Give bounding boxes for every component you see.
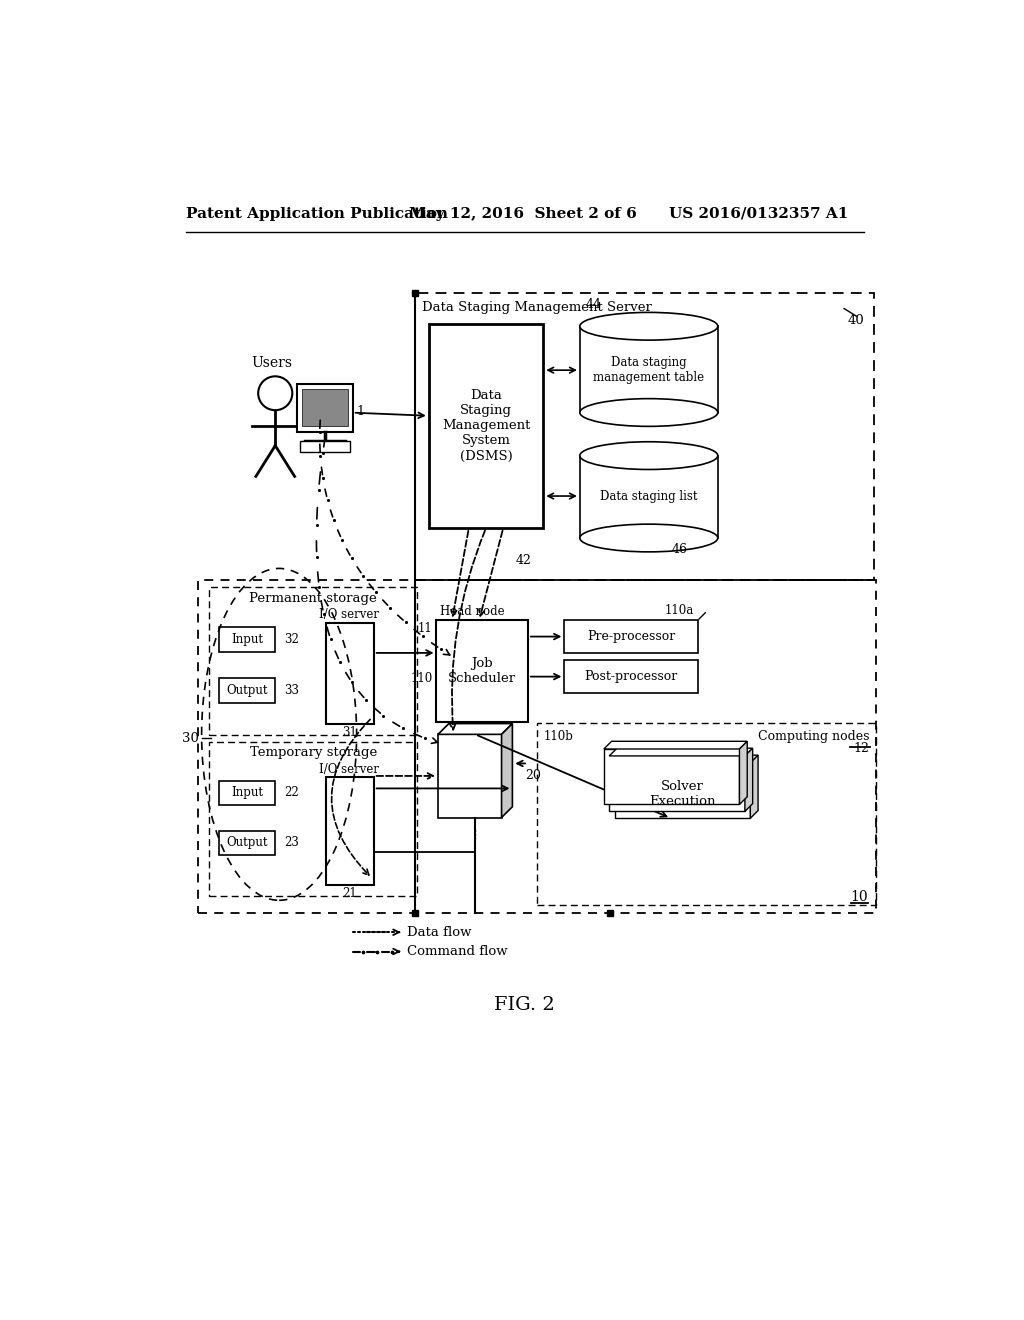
Text: 10: 10 [851, 890, 868, 904]
Text: 22: 22 [285, 787, 299, 800]
Text: Data flow: Data flow [407, 925, 471, 939]
Bar [209, 587, 417, 735]
Text: Temporary storage: Temporary storage [250, 746, 377, 759]
Text: 31: 31 [342, 726, 357, 739]
Bar [219, 780, 275, 805]
Text: 21: 21 [342, 887, 357, 900]
Text: I/O server: I/O server [318, 763, 379, 776]
Bar [564, 620, 697, 653]
Text: 12: 12 [854, 742, 869, 755]
Bar [326, 623, 374, 723]
Polygon shape [502, 723, 512, 817]
Text: Users: Users [251, 356, 292, 370]
Ellipse shape [580, 399, 718, 426]
Bar [412, 909, 418, 916]
Bar [219, 627, 275, 652]
Text: Permanent storage: Permanent storage [250, 591, 377, 605]
Text: Data
Staging
Management
System
(DSMS): Data Staging Management System (DSMS) [442, 389, 530, 462]
Text: 33: 33 [285, 684, 300, 697]
Text: US 2016/0132357 A1: US 2016/0132357 A1 [669, 207, 848, 220]
Text: 32: 32 [285, 634, 299, 647]
Text: May 12, 2016  Sheet 2 of 6: May 12, 2016 Sheet 2 of 6 [409, 207, 636, 220]
Bar [198, 581, 876, 913]
Text: Post-processor: Post-processor [585, 671, 678, 684]
Bar [609, 756, 744, 812]
Ellipse shape [580, 442, 718, 470]
Text: 40: 40 [848, 314, 864, 326]
Text: 23: 23 [285, 837, 299, 850]
Text: FIG. 2: FIG. 2 [495, 997, 555, 1014]
Text: 110a: 110a [665, 605, 693, 618]
Bar [607, 909, 613, 916]
Text: 110b: 110b [544, 730, 573, 743]
Ellipse shape [580, 524, 718, 552]
Text: Output: Output [226, 684, 268, 697]
Bar [219, 678, 275, 702]
Circle shape [258, 376, 292, 411]
Text: Output: Output [226, 837, 268, 850]
Text: 30: 30 [182, 731, 200, 744]
Bar [614, 763, 751, 818]
Bar [297, 384, 352, 432]
Text: Head node: Head node [440, 605, 505, 618]
Text: Patent Application Publication: Patent Application Publication [186, 207, 449, 220]
Bar [538, 723, 876, 906]
Polygon shape [609, 748, 753, 756]
Text: 42: 42 [515, 554, 531, 566]
Text: Data staging
management table: Data staging management table [593, 356, 705, 384]
Text: Command flow: Command flow [407, 945, 508, 958]
Polygon shape [751, 755, 758, 818]
Text: Input: Input [231, 787, 263, 800]
Bar [438, 734, 502, 817]
Bar [604, 748, 739, 804]
Bar [302, 388, 348, 425]
Text: 20: 20 [524, 770, 541, 783]
Text: Data staging list: Data staging list [600, 490, 697, 503]
Bar [326, 776, 374, 884]
Text: 11: 11 [418, 622, 432, 635]
Polygon shape [739, 742, 748, 804]
Bar [300, 441, 349, 451]
Text: 44: 44 [586, 298, 602, 312]
Text: Pre-processor: Pre-processor [587, 630, 675, 643]
Text: Computing nodes: Computing nodes [758, 730, 869, 743]
Text: 1: 1 [356, 405, 365, 418]
Bar [429, 323, 544, 528]
Bar [415, 293, 873, 579]
Bar [209, 742, 417, 896]
Polygon shape [604, 742, 748, 748]
Ellipse shape [580, 313, 718, 341]
Text: I/O server: I/O server [318, 607, 379, 620]
Bar [412, 290, 418, 296]
Text: Job
Scheduler: Job Scheduler [449, 657, 516, 685]
Text: 46: 46 [672, 543, 688, 556]
Bar [436, 620, 528, 722]
Polygon shape [744, 748, 753, 812]
Text: Solver
Execution: Solver Execution [649, 780, 716, 808]
Polygon shape [614, 755, 758, 763]
Polygon shape [438, 723, 512, 734]
Bar [564, 660, 697, 693]
Text: Data Staging Management Server: Data Staging Management Server [423, 301, 652, 314]
Text: Input: Input [231, 634, 263, 647]
Bar [219, 830, 275, 855]
Text: 110: 110 [411, 672, 432, 685]
